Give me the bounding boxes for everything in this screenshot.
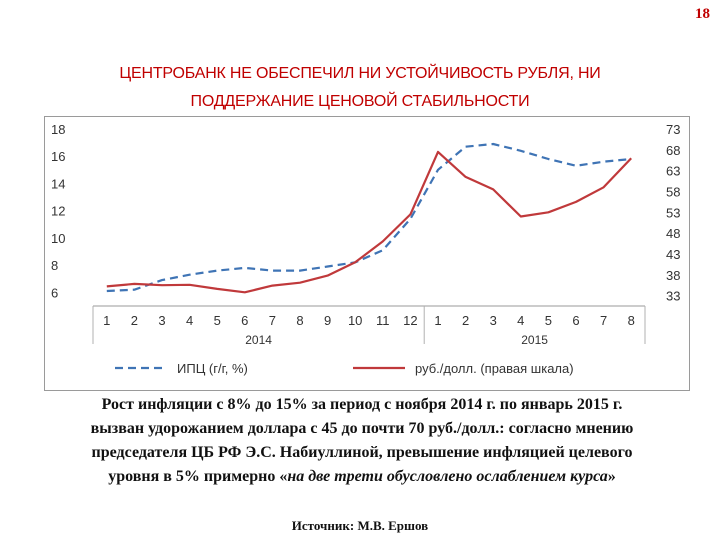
right-axis-tick-label: 48: [666, 226, 680, 241]
left-axis-tick-label: 18: [51, 122, 65, 137]
right-axis-tick-label: 53: [666, 205, 680, 220]
caption-line-4: уровня в 5% примерно «на две трети обусл…: [12, 465, 712, 489]
caption: Рост инфляции с 8% до 15% за период с но…: [12, 393, 712, 489]
x-axis-tick-label: 4: [186, 313, 193, 328]
x-axis-tick-label: 2: [131, 313, 138, 328]
left-axis-tick-label: 14: [51, 176, 65, 191]
x-axis-tick-label: 8: [296, 313, 303, 328]
x-axis-tick-label: 5: [545, 313, 552, 328]
x-axis-tick-label: 7: [600, 313, 607, 328]
x-axis-tick-label: 10: [348, 313, 362, 328]
caption-line-3: председателя ЦБ РФ Э.С. Набиуллиной, пре…: [91, 444, 633, 461]
caption-line-4-end: »: [607, 468, 616, 485]
x-axis-year-label: 2015: [521, 333, 548, 347]
right-axis-tick-label: 63: [666, 164, 680, 179]
caption-line-1: Рост инфляции с 8% до 15% за период с но…: [101, 396, 623, 413]
right-axis-tick-label: 58: [666, 184, 680, 199]
right-axis-tick-label: 43: [666, 247, 680, 262]
title-line-2: ПОДДЕРЖАНИЕ ЦЕНОВОЙ СТАБИЛЬНОСТИ: [190, 93, 530, 110]
x-axis-tick-label: 8: [628, 313, 635, 328]
right-axis-tick-label: 38: [666, 268, 680, 283]
caption-quote: на две трети обусловлено ослаблением кур…: [287, 468, 608, 485]
cpi-series-line: [106, 142, 632, 293]
title-line-1: ЦЕНТРОБАНК НЕ ОБЕСПЕЧИЛ НИ УСТОЙЧИВОСТЬ …: [119, 65, 601, 82]
x-axis-tick-label: 1: [434, 313, 441, 328]
x-axis-tick-label: 7: [269, 313, 276, 328]
left-axis-tick-label: 8: [51, 258, 58, 273]
x-axis-tick-label: 6: [241, 313, 248, 328]
left-axis-tick-label: 12: [51, 204, 65, 219]
left-axis-tick-label: 10: [51, 231, 65, 246]
x-axis-tick-label: 2: [462, 313, 469, 328]
left-axis-tick-label: 6: [51, 285, 58, 300]
legend-label: ИПЦ (г/г, %): [177, 361, 248, 376]
rub-usd-series-line: [106, 150, 632, 294]
x-axis-tick-label: 1: [103, 313, 110, 328]
x-axis-tick-label: 4: [517, 313, 524, 328]
right-axis-tick-label: 33: [666, 289, 680, 304]
source-note: Источник: М.В. Ершов: [291, 518, 429, 533]
x-axis-tick-label: 3: [490, 313, 497, 328]
x-axis-tick-label: 11: [376, 313, 390, 328]
legend-label: руб./долл. (правая шкала): [415, 361, 574, 376]
slide-title: ЦЕНТРОБАНК НЕ ОБЕСПЕЧИЛ НИ УСТОЙЧИВОСТЬ …: [40, 60, 680, 116]
slide-number: 18: [695, 6, 710, 22]
x-axis-tick-label: 12: [403, 313, 417, 328]
right-axis-tick-label: 73: [666, 122, 680, 137]
x-axis-tick-label: 3: [158, 313, 165, 328]
x-axis-tick-label: 9: [324, 313, 331, 328]
right-axis-tick-label: 68: [666, 143, 680, 158]
caption-line-4-start: уровня в 5% примерно «: [108, 468, 288, 485]
x-axis-tick-label: 5: [214, 313, 221, 328]
x-axis-year-label: 2014: [245, 333, 272, 347]
caption-line-2: вызван удорожанием доллара с 45 до почти…: [90, 420, 634, 437]
chart-frame: 6 8 10 12 14 16 18 33 38 43 48 53 58 63 68 73 1 2 3 4 5 6 7 8 9 1…: [44, 116, 690, 391]
left-axis-tick-label: 16: [51, 149, 65, 164]
x-axis-tick-label: 6: [572, 313, 579, 328]
